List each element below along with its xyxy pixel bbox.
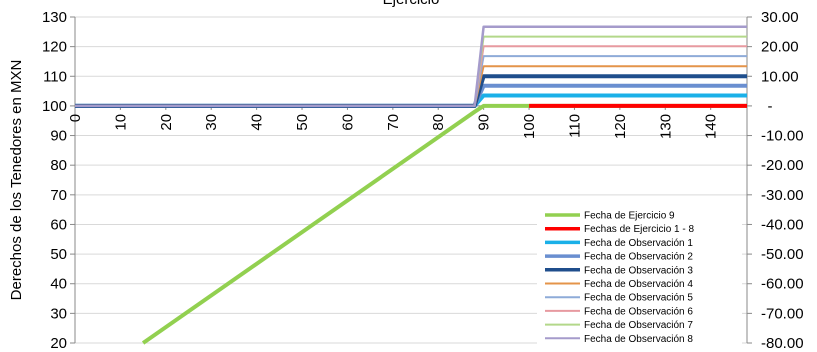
x-tick-label: 80 [430,114,447,131]
y2-tick-label: -30.00 [761,187,804,204]
y2-tick-label: -70.00 [761,305,804,322]
legend-label: Fecha de Observación 3 [584,265,693,276]
y2-tick-label: - [768,98,773,115]
y-tick-label: 120 [42,39,67,56]
y-tick-label: 110 [43,68,67,85]
x-tick-label: 40 [249,114,266,131]
legend-label: Fecha de Observación 1 [584,238,693,249]
x-tick-label: 120 [612,114,629,139]
x-tick-label: 50 [294,114,311,131]
y2-tick-label: -40.00 [761,216,804,233]
y-tick-label: 30 [50,305,67,322]
x-tick-label: 60 [339,114,356,131]
y-tick-label: 100 [42,98,67,115]
series-line [75,74,747,108]
y2-tick-label: -50.00 [761,246,804,263]
y-tick-label: 90 [50,128,67,145]
legend-label: Fecha de Observación 8 [584,334,693,345]
y-axis-label: Derechos de los Tenedores en MXN [8,60,25,301]
legend-label: Fechas de Ejercicio 1 - 8 [584,224,694,235]
y-tick-label: 80 [50,157,67,174]
x-tick-label: 0 [67,114,84,122]
x-tick-label: 100 [521,114,538,139]
y2-tick-label: 20.00 [761,39,799,56]
legend-label: Fecha de Observación 2 [584,252,693,263]
x-tick-label: 90 [476,114,493,131]
y-tick-label: 60 [50,216,67,233]
x-tick-label: 140 [703,114,720,139]
legend-label: Fecha de Observación 7 [584,320,693,331]
y2-tick-label: -60.00 [761,276,804,293]
series-layer [75,25,747,345]
x-tick-label: 10 [112,114,129,131]
y2-tick-label: 30.00 [761,9,799,26]
legend-label: Fecha de Ejercicio 9 [584,211,675,222]
y2-tick-label: -10.00 [761,128,804,145]
tick-labels: 2030405060708090100110120130-80.00-70.00… [42,9,804,352]
legend: Fecha de Ejercicio 9 Fechas de Ejercicio … [537,205,742,345]
legend-label: Fecha de Observación 4 [584,279,693,290]
y2-tick-label: -80.00 [761,335,804,352]
y-tick-label: 50 [50,246,67,263]
x-tick-label: 30 [203,114,220,131]
chart-title: Ejercicio [383,0,440,8]
x-tick-label: 110 [566,114,583,138]
series-line [75,55,747,107]
y-tick-label: 130 [42,9,67,26]
y-tick-label: 20 [50,335,67,352]
legend-label: Fecha de Observación 5 [584,293,693,304]
legend-label: Fecha de Observación 6 [584,306,693,317]
y2-tick-label: -20.00 [761,157,804,174]
series-line [75,25,747,108]
x-tick-label: 130 [657,114,674,139]
x-tick-label: 20 [158,114,175,131]
y-tick-label: 70 [50,187,67,204]
x-tick-label: 70 [385,114,402,131]
y-tick-label: 40 [50,276,67,293]
y2-tick-label: 10.00 [761,68,799,85]
